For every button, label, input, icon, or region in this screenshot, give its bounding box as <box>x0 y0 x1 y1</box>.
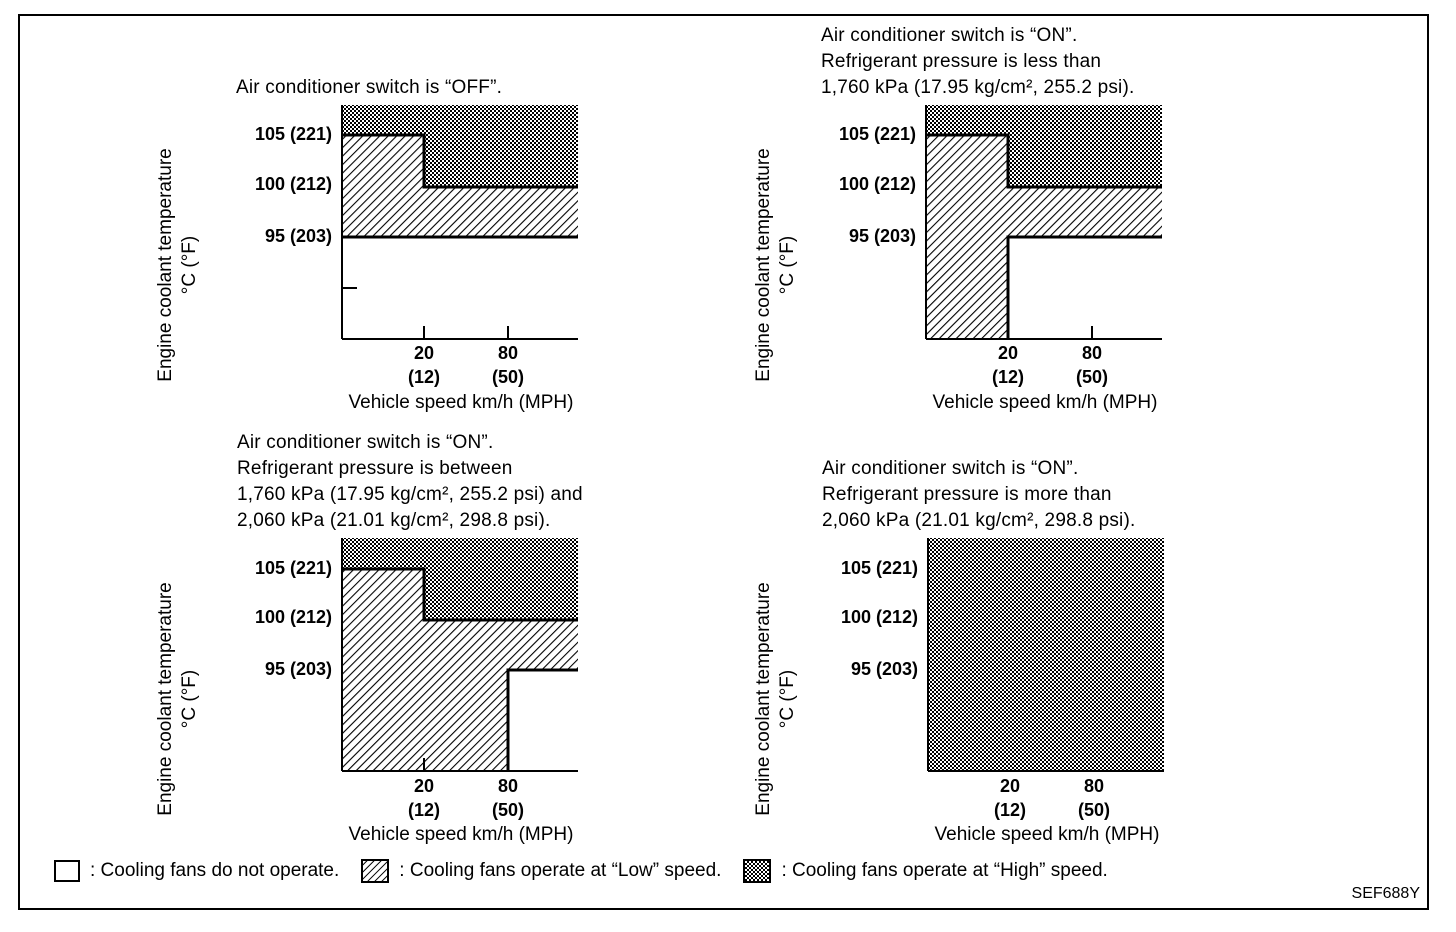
caption-line: 1,760 kPa (17.95 kg/cm², 255.2 psi). <box>821 77 1135 98</box>
x-tick-20: 20 (12) <box>394 341 454 389</box>
low-speed-region <box>342 569 578 771</box>
x-tick-20: 20 (12) <box>394 774 454 822</box>
x-tick-mph: (50) <box>491 367 524 387</box>
y-tick-100: 100 (212) <box>254 174 332 194</box>
legend-item-none: : Cooling fans do not operate. <box>54 860 339 882</box>
y-tick-100: 100 (212) <box>254 607 332 627</box>
low-speed-region <box>342 135 578 237</box>
caption-line: Refrigerant pressure is less than <box>821 51 1102 72</box>
legend-label: : Cooling fans do not operate. <box>90 860 340 881</box>
boundary-line-95 <box>506 668 578 771</box>
y-axis-title: Engine coolant temperature °C (°F) <box>154 534 202 864</box>
y-tick-105: 105 (221) <box>254 558 332 578</box>
caption-line: 2,060 kPa (21.01 kg/cm², 298.8 psi). <box>237 510 551 531</box>
caption-line: Air conditioner switch is “ON”. <box>821 25 1078 46</box>
y-tick-105: 105 (221) <box>254 124 332 144</box>
y-axis-label: Engine coolant temperature <box>753 148 774 382</box>
x-axis-title: Vehicle speed km/h (MPH) <box>348 824 574 845</box>
caption-line: Air conditioner switch is “OFF”. <box>236 77 503 98</box>
y-axis-unit: °C (°F) <box>179 235 200 295</box>
y-tick-95: 95 (203) <box>848 226 916 246</box>
x-tick-20: 20 (12) <box>980 774 1040 822</box>
y-tick-105: 105 (221) <box>840 558 918 578</box>
chart-area <box>341 105 578 340</box>
x-tick-value: 20 <box>997 343 1019 363</box>
figure-frame <box>18 14 1429 910</box>
boundary-line <box>342 567 578 622</box>
legend-item-low: : Cooling fans operate at “Low” speed. <box>361 859 721 883</box>
y-axis-unit: °C (°F) <box>777 669 798 729</box>
legend: : Cooling fans do not operate. : Cooling… <box>54 857 1130 885</box>
legend-swatch-blank-icon <box>54 860 80 882</box>
boundary-line-95 <box>1006 235 1162 339</box>
chart-area <box>927 538 1164 772</box>
x-tick-mph: (12) <box>407 800 440 820</box>
x-tick-value: 20 <box>999 776 1021 796</box>
caption-line: Refrigerant pressure is more than <box>822 484 1112 505</box>
x-axis-title: Vehicle speed km/h (MPH) <box>934 824 1160 845</box>
x-tick-80: 80 (50) <box>478 341 538 389</box>
high-speed-region <box>928 538 1164 771</box>
figure-code: SEF688Y <box>1351 885 1420 902</box>
boundary-line <box>926 133 1162 189</box>
caption-line: Refrigerant pressure is between <box>237 458 513 479</box>
y-axis-unit: °C (°F) <box>777 235 798 295</box>
x-tick-mph: (50) <box>491 800 524 820</box>
y-tick-95: 95 (203) <box>850 659 918 679</box>
x-tick-value: 20 <box>413 776 435 796</box>
boundary-line <box>342 133 578 189</box>
x-tick-mph: (12) <box>407 367 440 387</box>
y-tick-95: 95 (203) <box>264 659 332 679</box>
caption-line: Air conditioner switch is “ON”. <box>237 432 494 453</box>
y-axis-title: Engine coolant temperature °C (°F) <box>752 534 800 864</box>
y-tick-95: 95 (203) <box>264 226 332 246</box>
x-tick-value: 80 <box>1083 776 1105 796</box>
x-tick-20: 20 (12) <box>978 341 1038 389</box>
x-axis-title: Vehicle speed km/h (MPH) <box>348 392 574 413</box>
legend-label: : Cooling fans operate at “High” speed. <box>781 860 1108 881</box>
legend-swatch-hatched-icon <box>361 859 390 883</box>
x-tick-value: 80 <box>1081 343 1103 363</box>
legend-label: : Cooling fans operate at “Low” speed. <box>399 860 722 881</box>
y-tick-100: 100 (212) <box>840 607 918 627</box>
panel-caption: Air conditioner switch is “ON”. Refriger… <box>237 430 583 534</box>
caption-line: 1,760 kPa (17.95 kg/cm², 255.2 psi) and <box>237 484 583 505</box>
x-tick-80: 80 (50) <box>1064 774 1124 822</box>
chart-area <box>925 105 1162 340</box>
y-tick-105: 105 (221) <box>838 124 916 144</box>
x-tick-value: 80 <box>497 776 519 796</box>
caption-line: 2,060 kPa (21.01 kg/cm², 298.8 psi). <box>822 510 1136 531</box>
x-tick-value: 20 <box>413 343 435 363</box>
chart-area <box>341 538 578 772</box>
panel-caption: Air conditioner switch is “OFF”. <box>236 75 502 101</box>
panel-caption: Air conditioner switch is “ON”. Refriger… <box>822 456 1135 534</box>
x-tick-value: 80 <box>497 343 519 363</box>
x-tick-mph: (12) <box>991 367 1024 387</box>
x-axis-title: Vehicle speed km/h (MPH) <box>932 392 1158 413</box>
x-tick-80: 80 (50) <box>478 774 538 822</box>
x-tick-80: 80 (50) <box>1062 341 1122 389</box>
x-tick-mph: (12) <box>993 800 1026 820</box>
y-axis-label: Engine coolant temperature <box>753 582 774 816</box>
legend-swatch-crosshatched-icon <box>743 859 772 883</box>
y-axis-label: Engine coolant temperature <box>155 148 176 382</box>
panel-caption: Air conditioner switch is “ON”. Refriger… <box>821 23 1134 101</box>
y-axis-unit: °C (°F) <box>179 669 200 729</box>
x-tick-mph: (50) <box>1075 367 1108 387</box>
x-tick-mph: (50) <box>1077 800 1110 820</box>
y-axis-title: Engine coolant temperature °C (°F) <box>752 100 800 430</box>
caption-line: Air conditioner switch is “ON”. <box>822 458 1079 479</box>
y-axis-label: Engine coolant temperature <box>155 582 176 816</box>
y-axis-title: Engine coolant temperature °C (°F) <box>154 100 202 430</box>
y-tick-100: 100 (212) <box>838 174 916 194</box>
legend-item-high: : Cooling fans operate at “High” speed. <box>743 859 1108 883</box>
